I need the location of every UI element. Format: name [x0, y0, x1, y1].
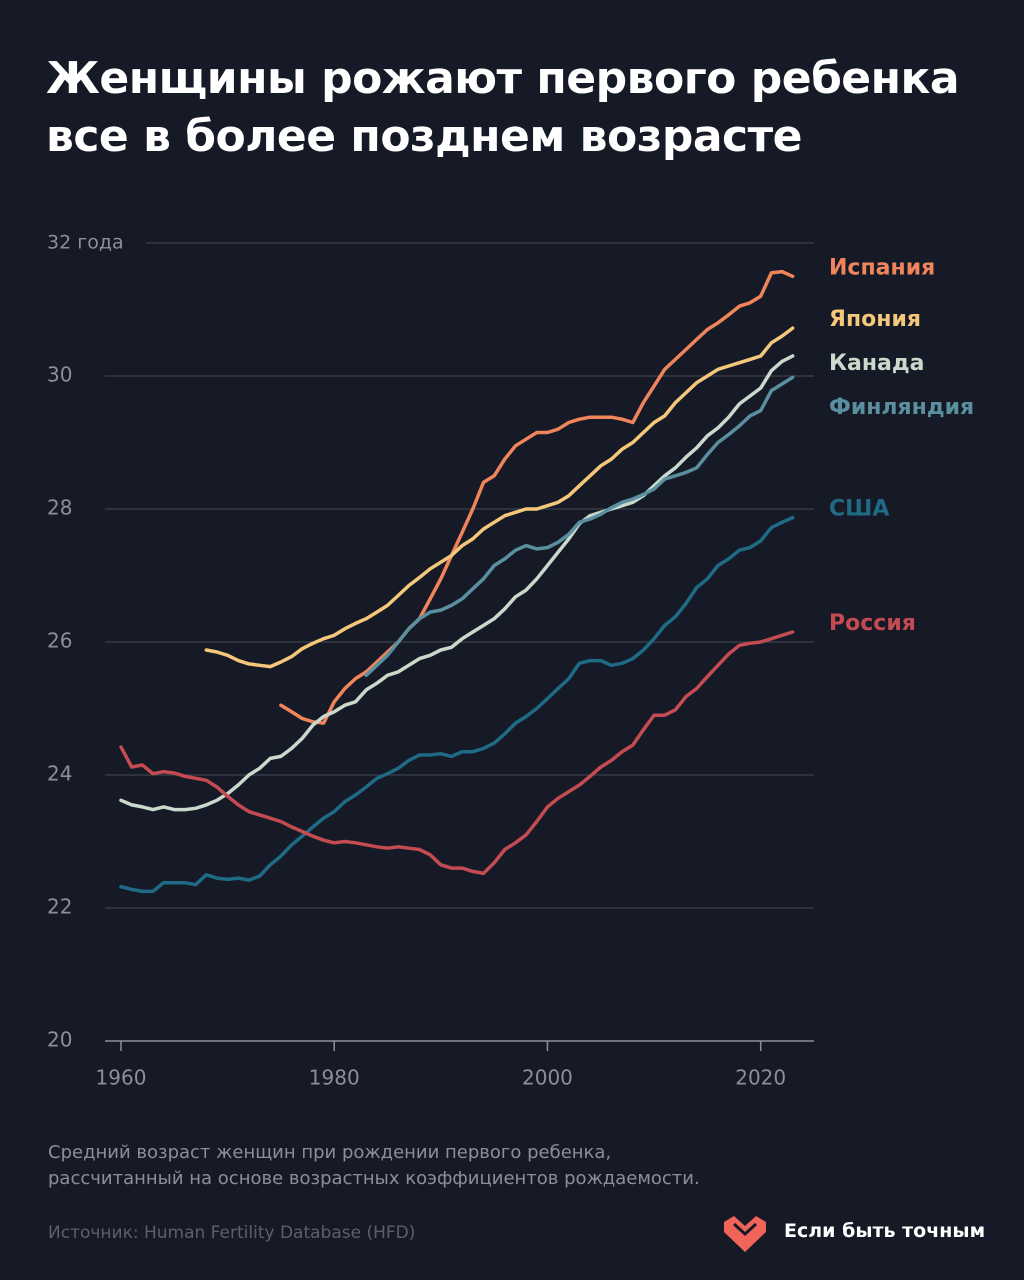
y-tick-label: 20 [47, 1028, 72, 1052]
y-tick-label: 24 [47, 762, 72, 786]
chart-note: Средний возраст женщин при рождении перв… [48, 1142, 700, 1189]
legend-label: Финляндия [829, 395, 974, 420]
series-line [119, 354, 795, 812]
y-tick-label: 32 года [47, 232, 124, 254]
brand-logo [724, 1216, 766, 1252]
y-tick-label: 30 [47, 363, 72, 387]
x-tick-label: 2020 [735, 1066, 786, 1090]
source: Источник: Human Fertility Database (HFD) [48, 1223, 416, 1243]
y-tick-label: 28 [47, 496, 72, 520]
x-tick-label: 1960 [96, 1066, 147, 1090]
legend-label: Япония [829, 307, 921, 332]
chart-title: Женщины рожают первого ребенка все в бол… [46, 53, 960, 162]
series-line [204, 326, 795, 669]
brand: Если быть точным [784, 1220, 986, 1242]
legend-label: США [829, 497, 889, 522]
legend-label: Россия [829, 611, 916, 636]
x-tick-label: 1980 [309, 1066, 360, 1090]
series-line [279, 269, 795, 725]
x-tick-label: 2000 [522, 1066, 573, 1090]
series-line [119, 630, 795, 876]
series-line [119, 515, 795, 894]
chart: 20 22 24 26 28 30 32 года 1960 1980 2000 2020 Испан… [47, 232, 974, 1090]
legend-label: Канада [829, 351, 925, 376]
y-tick-label: 26 [47, 629, 72, 653]
y-tick-label: 22 [47, 895, 72, 919]
legend-label: Испания [829, 255, 935, 280]
series-line [364, 375, 795, 678]
